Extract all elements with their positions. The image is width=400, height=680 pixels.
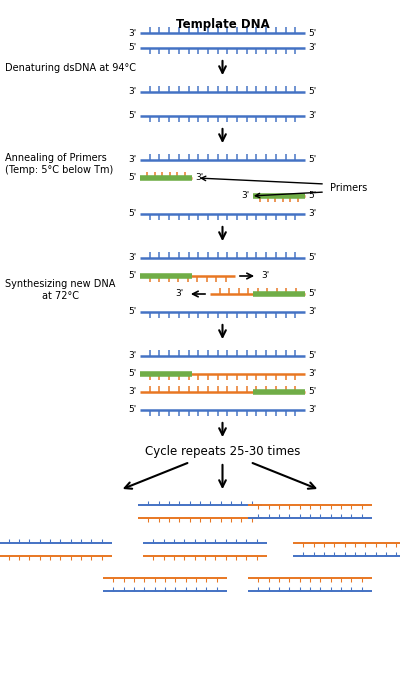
Text: 3': 3' [195,173,203,182]
Text: Denaturing dsDNA at 94°C: Denaturing dsDNA at 94°C [5,63,136,73]
Text: Primers: Primers [330,183,367,193]
Text: 3': 3' [129,29,137,37]
Text: 5': 5' [308,254,316,262]
Text: 5': 5' [129,112,137,120]
Text: 5': 5' [308,88,316,97]
Text: 3': 3' [261,271,269,280]
Text: Annealing of Primers
(Temp: 5°C below Tm): Annealing of Primers (Temp: 5°C below Tm… [5,153,113,175]
Text: 5': 5' [308,290,316,299]
Text: 5': 5' [308,388,316,396]
Text: 3': 3' [308,112,316,120]
Text: 3': 3' [129,88,137,97]
Text: Template DNA: Template DNA [176,18,269,31]
Text: Synthesizing new DNA
at 72°C: Synthesizing new DNA at 72°C [5,279,115,301]
Text: 3': 3' [129,156,137,165]
Text: 3': 3' [308,369,316,379]
Text: 5': 5' [308,156,316,165]
Text: 5': 5' [129,405,137,415]
Text: 5': 5' [308,352,316,360]
Text: 5': 5' [308,29,316,37]
Text: 5': 5' [129,209,137,218]
Text: 3': 3' [129,254,137,262]
Text: 3': 3' [308,209,316,218]
Text: 5': 5' [129,271,137,280]
Text: 5': 5' [129,369,137,379]
Text: 3': 3' [308,307,316,316]
Text: 3': 3' [176,290,184,299]
Text: 5': 5' [129,44,137,52]
Text: 3': 3' [242,192,250,201]
Text: 3': 3' [129,388,137,396]
Text: 5': 5' [129,307,137,316]
Text: 3': 3' [129,352,137,360]
Text: Cycle repeats 25-30 times: Cycle repeats 25-30 times [145,445,300,458]
Text: 3': 3' [308,44,316,52]
Text: 3': 3' [308,405,316,415]
Text: 5': 5' [129,173,137,182]
Text: 5': 5' [308,192,316,201]
